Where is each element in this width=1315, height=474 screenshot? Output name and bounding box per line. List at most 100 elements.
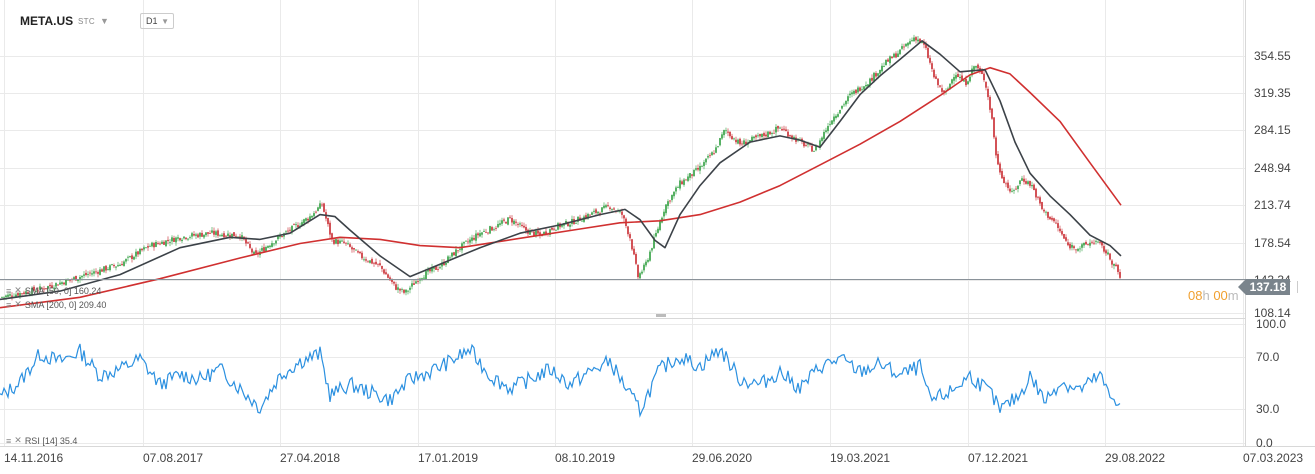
candle-body xyxy=(421,278,423,280)
candle-body xyxy=(683,179,685,185)
candle-body xyxy=(355,249,357,251)
candle-body xyxy=(163,241,165,245)
candle-body xyxy=(457,250,459,252)
sma50-legend[interactable]: ≡ ✕ SMA [50, 0] 160.24 xyxy=(6,285,101,296)
candle-body xyxy=(153,243,155,248)
candle-body xyxy=(957,73,959,78)
candle-body xyxy=(81,275,83,278)
candle-body xyxy=(207,232,209,234)
candle-body xyxy=(159,243,161,245)
candle-body xyxy=(1003,177,1005,184)
candle-body xyxy=(1005,183,1007,185)
candle-body xyxy=(341,240,343,242)
candle-body xyxy=(1023,178,1025,182)
candle-body xyxy=(929,57,931,63)
sma200-legend[interactable]: ≡ ✕ SMA [200, 0] 209.40 xyxy=(6,299,106,310)
candle-body xyxy=(971,68,973,76)
menu-icon[interactable]: ≡ xyxy=(6,285,12,296)
candle-body xyxy=(359,251,361,254)
candle-body xyxy=(297,225,299,228)
candle-body xyxy=(375,261,377,265)
close-icon[interactable]: ✕ xyxy=(14,285,22,295)
close-icon[interactable]: ✕ xyxy=(14,435,22,445)
candle-body xyxy=(113,265,115,267)
candle-body xyxy=(27,292,29,294)
symbol-dropdown-icon[interactable]: ▼ xyxy=(100,16,109,26)
countdown-minutes: 00 xyxy=(1213,288,1228,303)
candle-body xyxy=(111,264,113,266)
candle-body xyxy=(677,187,679,188)
candle-body xyxy=(703,162,705,167)
close-icon[interactable]: ✕ xyxy=(14,299,22,309)
time-tick-label: 07.03.2023 xyxy=(1243,451,1303,465)
candle-body xyxy=(465,240,467,242)
candle-body xyxy=(1017,185,1019,190)
time-tick-label: 27.04.2018 xyxy=(280,451,340,465)
candle-body xyxy=(803,141,805,147)
candle-body xyxy=(529,230,531,235)
candle-body xyxy=(911,40,913,41)
menu-icon[interactable]: ≡ xyxy=(6,435,12,446)
candle-body xyxy=(955,75,957,79)
candle-body xyxy=(697,168,699,170)
candle-body xyxy=(767,131,769,138)
candle-body xyxy=(789,135,791,137)
candle-body xyxy=(1119,272,1121,278)
candle-body xyxy=(775,126,777,133)
candle-body xyxy=(1061,231,1063,235)
timeframe-select[interactable]: D1 ▼ xyxy=(140,13,174,29)
price-tick-label: 248.94 xyxy=(1254,161,1291,175)
candle-body xyxy=(1089,242,1091,246)
candle-body xyxy=(991,108,993,119)
candle-body xyxy=(77,279,79,282)
candle-body xyxy=(1083,242,1085,246)
candle-body xyxy=(35,291,37,293)
candle-body xyxy=(251,248,253,253)
candle-body xyxy=(819,140,821,148)
candle-body xyxy=(907,42,909,46)
price-scroll-handle[interactable] xyxy=(1297,281,1312,293)
candle-body xyxy=(451,252,453,257)
candle-body xyxy=(73,277,75,279)
candle-body xyxy=(503,219,505,221)
candle-body xyxy=(367,261,369,263)
candle-body xyxy=(511,218,513,223)
candle-body xyxy=(589,214,591,216)
candle-body xyxy=(749,140,751,142)
candle-body xyxy=(721,134,723,139)
symbol-label[interactable]: META.US xyxy=(20,14,74,28)
candle-body xyxy=(807,143,809,145)
candle-body xyxy=(15,294,17,297)
candle-body xyxy=(533,231,535,236)
sma50-line xyxy=(0,39,1122,301)
candle-body xyxy=(415,281,417,284)
candle-body xyxy=(885,59,887,66)
candle-body xyxy=(1085,241,1087,245)
candle-body xyxy=(669,200,671,202)
price-tick-label: 178.54 xyxy=(1254,236,1291,250)
candle-body xyxy=(467,241,469,243)
candle-body xyxy=(429,268,431,272)
candle-body xyxy=(479,233,481,237)
candle-body xyxy=(201,232,203,237)
candle-body xyxy=(641,271,643,274)
candle-body xyxy=(1091,241,1093,243)
candle-body xyxy=(129,256,131,258)
candle-body xyxy=(967,81,969,85)
candle-body xyxy=(509,216,511,218)
candle-body xyxy=(431,267,433,272)
candle-body xyxy=(181,239,183,242)
candle-body xyxy=(471,237,473,241)
candle-body xyxy=(831,120,833,125)
candle-body xyxy=(891,56,893,59)
candle-body xyxy=(1079,248,1081,250)
candle-body xyxy=(855,89,857,94)
rsi-legend[interactable]: ≡ ✕ RSI [14] 35.4 xyxy=(6,435,77,446)
candle-body xyxy=(333,239,335,244)
candle-body xyxy=(427,269,429,272)
candle-body xyxy=(877,73,879,76)
candle-body xyxy=(813,150,815,152)
candle-body xyxy=(791,135,793,139)
menu-icon[interactable]: ≡ xyxy=(6,299,12,310)
